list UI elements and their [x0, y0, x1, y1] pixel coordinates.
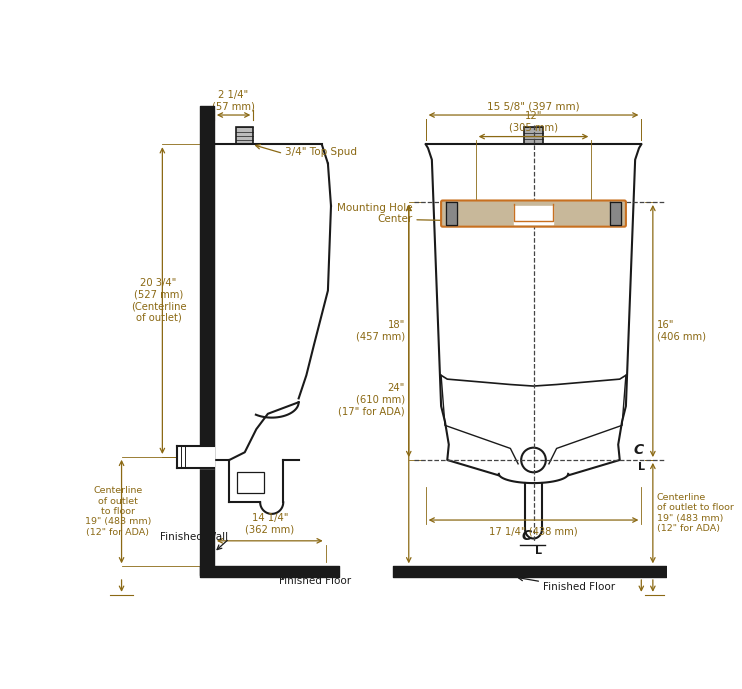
Text: L: L	[638, 462, 646, 472]
Text: 24"
(610 mm)
(17" for ADA): 24" (610 mm) (17" for ADA)	[338, 383, 405, 416]
Text: C: C	[634, 443, 644, 457]
FancyBboxPatch shape	[441, 200, 626, 227]
Bar	[236, 127, 253, 144]
Text: 3/4" Top Spud: 3/4" Top Spud	[285, 147, 357, 157]
Text: C: C	[522, 529, 532, 543]
Text: Centerline
of outlet to floor
19" (483 mm)
(12" for ADA): Centerline of outlet to floor 19" (483 m…	[657, 493, 734, 533]
Text: 16"
(406 mm): 16" (406 mm)	[657, 320, 706, 342]
Text: 18"
(457 mm): 18" (457 mm)	[356, 320, 405, 342]
Text: Finished Wall: Finished Wall	[160, 532, 228, 542]
Bar	[525, 127, 542, 144]
Text: 12"
(305 mm): 12" (305 mm)	[509, 111, 558, 133]
Bar	[237, 471, 264, 493]
Text: Finished Floor: Finished Floor	[280, 576, 352, 586]
Text: 20 3/4"
(527 mm)
(Centerline
of outlet): 20 3/4" (527 mm) (Centerline of outlet)	[131, 278, 186, 323]
Text: Mounting Hole
Center: Mounting Hole Center	[337, 203, 413, 225]
Text: Centerline
of outlet
to floor
19" (483 mm)
(12" for ADA): Centerline of outlet to floor 19" (483 m…	[85, 486, 151, 537]
Text: 15 5/8" (397 mm): 15 5/8" (397 mm)	[487, 101, 580, 111]
Text: Finished Floor: Finished Floor	[542, 582, 615, 592]
Text: L: L	[535, 546, 542, 556]
Text: 17 1/4" (438 mm): 17 1/4" (438 mm)	[489, 526, 578, 536]
Text: 14 1/4"
(362 mm): 14 1/4" (362 mm)	[245, 513, 295, 535]
Text: 2 1/4"
(57 mm): 2 1/4" (57 mm)	[212, 90, 255, 111]
